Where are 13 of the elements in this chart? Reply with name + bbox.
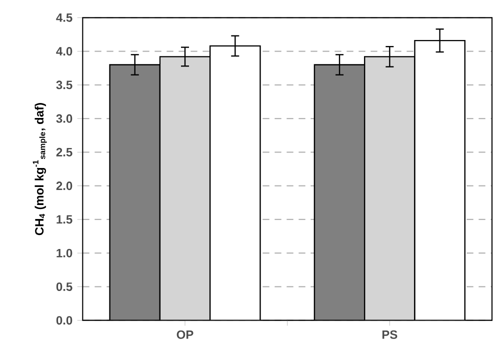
y-tick-label: 2.0 — [56, 182, 72, 190]
y-tick-label: 4.0 — [56, 47, 72, 56]
y-tick-label: 1.0 — [56, 248, 72, 258]
y-tick-label: 3.0 — [56, 114, 72, 123]
x-tick-label: PS — [382, 330, 398, 339]
y-tick-label: 1.5 — [56, 215, 72, 224]
y-tick-label: 2.5 — [56, 148, 72, 156]
y-axis-title: CH$_{4}$ (mol kg$^{-1}$$_{sample}$, daf) — [32, 103, 47, 236]
y-tick-label: 3.5 — [56, 80, 72, 90]
y-tick-label: 0.5 — [56, 282, 72, 291]
y-tick-label: 0.0 — [56, 316, 72, 325]
y-tick-label: 4.5 — [56, 13, 72, 22]
x-tick-label: OP — [176, 330, 194, 339]
